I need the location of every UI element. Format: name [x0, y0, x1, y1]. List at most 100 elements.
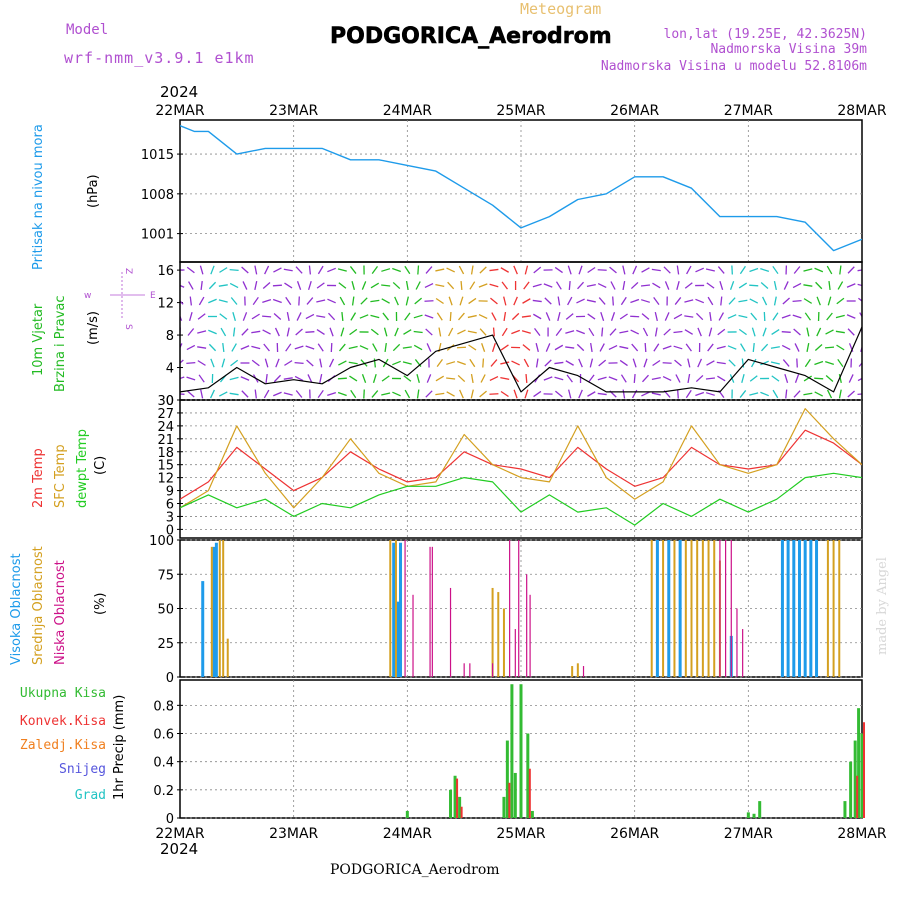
- wind-barb: [263, 389, 270, 399]
- wind-barb: [350, 312, 357, 321]
- wind-barb: [218, 299, 228, 303]
- wind-barb: [262, 315, 272, 318]
- total-precip-bar: [405, 810, 409, 818]
- wind-barb: [749, 298, 759, 304]
- temp-dewpoint-line: [180, 472, 862, 526]
- wind-barb: [468, 297, 477, 305]
- wind-barb: [403, 329, 412, 335]
- wind-barb: [826, 265, 833, 275]
- wind-barb: [598, 359, 607, 367]
- wind-barb: [554, 266, 563, 274]
- wind-barb: [232, 311, 236, 322]
- wind-barb: [662, 375, 672, 382]
- wind-barb: [521, 315, 531, 318]
- wind-barb: [208, 281, 217, 290]
- wind-barb: [554, 376, 564, 381]
- low-cloud-bar: [742, 629, 744, 677]
- wind-barb: [651, 392, 661, 396]
- wind-barb: [242, 312, 248, 321]
- cloud-y-tick-label: 50: [157, 603, 174, 618]
- wind-barb: [816, 327, 822, 337]
- wind-barb: [459, 389, 464, 399]
- wind-barb: [197, 360, 206, 366]
- pressure-panel: Pritisak na nivou mora (hPa) 1015 1008 100…: [31, 119, 863, 270]
- wind-barb: [567, 265, 572, 275]
- low-cloud-bar: [469, 663, 471, 677]
- wind-barb: [425, 390, 433, 398]
- wind-barb: [630, 298, 640, 304]
- mid-cloud-bar: [491, 587, 494, 677]
- temp-side-label-2: SFC Temp: [53, 444, 68, 508]
- wind-side-label-1: 10m Vjetar: [31, 303, 46, 376]
- wind-barb: [524, 265, 529, 275]
- chart-title: PODGORICA_Aerodrom: [330, 24, 612, 49]
- wind-barb: [545, 343, 551, 352]
- wind-barb: [413, 344, 423, 351]
- credit-text: made by Angel: [875, 557, 890, 655]
- wind-barb: [338, 360, 347, 366]
- mid-cloud-bar: [571, 666, 574, 677]
- total-precip-bar: [860, 733, 864, 818]
- total-precip-bar: [530, 810, 534, 818]
- wind-barb: [761, 343, 769, 352]
- wind-barb: [525, 373, 528, 384]
- wind-barb: [283, 392, 293, 396]
- pressure-y-tick-label: 1015: [141, 148, 174, 163]
- wind-barb: [513, 265, 518, 275]
- wind-barb: [469, 281, 476, 290]
- wind-barb: [523, 358, 530, 368]
- wind-barb: [251, 313, 260, 320]
- mid-cloud-bar: [838, 540, 841, 677]
- wind-barb: [640, 284, 651, 287]
- wind-barb: [361, 281, 367, 290]
- low-cloud-bar: [491, 663, 494, 677]
- precip-y-tick-label: 0.4: [153, 756, 174, 771]
- wind-barb: [240, 376, 250, 381]
- wind-barb: [218, 284, 228, 287]
- wind-barb: [610, 312, 616, 321]
- wind-barb: [557, 311, 561, 322]
- wind-barb: [317, 343, 324, 352]
- wind-barb: [394, 327, 399, 337]
- wind-barb: [458, 312, 465, 321]
- wind-barb: [295, 390, 303, 398]
- wind-barb: [543, 283, 553, 288]
- wind-barb: [695, 391, 705, 397]
- wind-barb: [632, 265, 638, 275]
- wind-barb: [545, 312, 551, 321]
- wind-barb: [491, 343, 496, 352]
- wind-barb: [793, 266, 801, 274]
- wind-barb: [695, 312, 704, 321]
- wind-barb: [360, 297, 368, 305]
- wind-barb: [544, 297, 552, 305]
- wind-barb: [676, 265, 680, 275]
- wind-barb: [383, 327, 388, 337]
- high-cloud-bar: [786, 540, 790, 677]
- wind-barb: [643, 358, 648, 368]
- wind-barb: [361, 374, 367, 383]
- wind-barb: [513, 389, 518, 399]
- wind-barb: [381, 392, 391, 396]
- wind-barb: [727, 314, 737, 319]
- high-cloud-bar: [667, 540, 671, 677]
- wind-barb: [349, 375, 358, 382]
- wind-barb: [521, 330, 531, 334]
- mid-cloud-bar: [576, 663, 579, 677]
- total-precip-bar: [752, 813, 756, 818]
- wind-barb: [793, 328, 801, 336]
- wind-barb: [847, 328, 855, 336]
- wind-barb: [794, 343, 800, 352]
- wind-barb: [642, 327, 649, 337]
- wind-barb: [835, 314, 845, 319]
- wind-barb: [640, 299, 650, 303]
- wind-barb: [752, 342, 755, 353]
- wind-barb: [381, 375, 390, 382]
- wind-barb: [806, 342, 810, 353]
- wind-barb: [858, 297, 862, 302]
- wind-barb: [673, 330, 683, 334]
- x-tick-label-bottom: 22MAR: [155, 826, 204, 842]
- wind-barb: [803, 375, 813, 382]
- wind-barb: [273, 267, 282, 273]
- footer-station: PODGORICA_Aerodrom: [330, 862, 500, 878]
- total-precip-bar: [526, 733, 530, 818]
